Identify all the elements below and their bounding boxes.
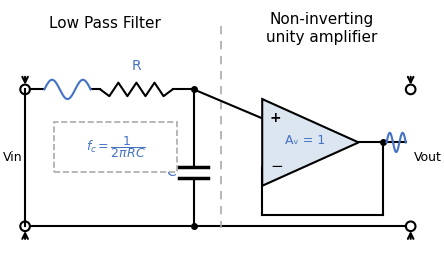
Text: R: R xyxy=(131,59,141,73)
Text: $f_c = \dfrac{1}{2\pi RC}$: $f_c = \dfrac{1}{2\pi RC}$ xyxy=(86,134,146,160)
Text: Vout: Vout xyxy=(413,151,441,164)
Text: Low Pass Filter: Low Pass Filter xyxy=(49,16,161,31)
Text: Vin: Vin xyxy=(3,151,22,164)
FancyBboxPatch shape xyxy=(54,122,178,172)
Polygon shape xyxy=(262,99,359,186)
Text: Aᵥ = 1: Aᵥ = 1 xyxy=(285,134,326,147)
Text: Non-inverting
unity amplifier: Non-inverting unity amplifier xyxy=(266,12,378,45)
Text: C: C xyxy=(166,165,176,179)
Text: +: + xyxy=(270,111,281,125)
Text: −: − xyxy=(270,159,283,174)
